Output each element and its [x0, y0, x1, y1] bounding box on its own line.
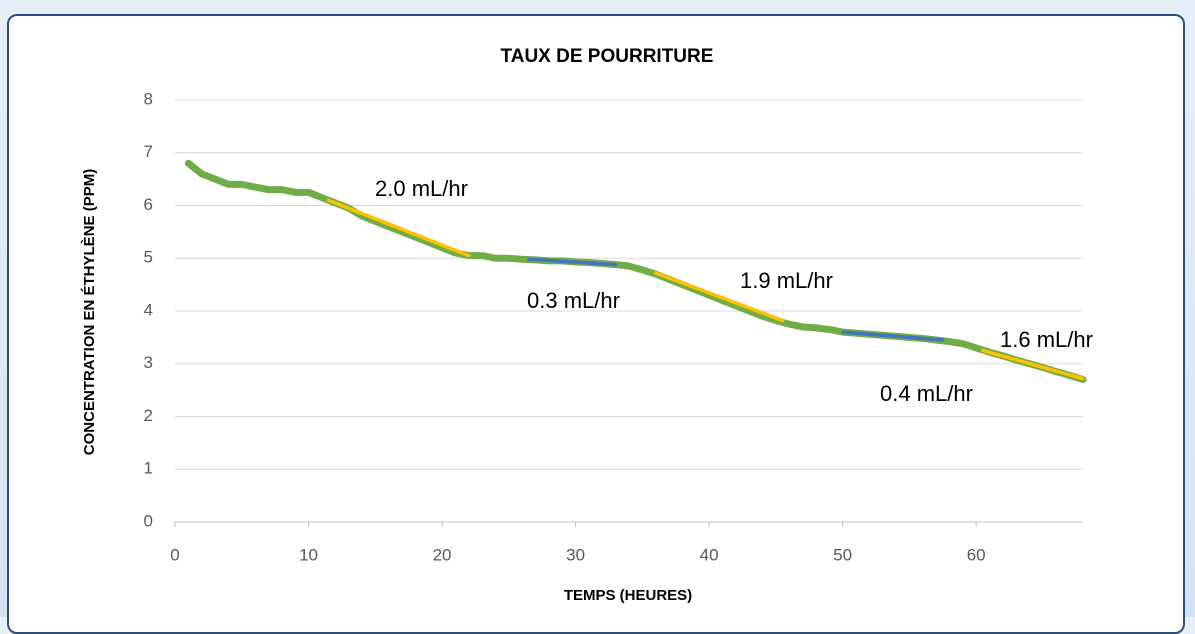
x-tick-label: 60: [967, 545, 986, 564]
y-tick-label: 3: [144, 353, 153, 372]
trend-line: [840, 330, 945, 342]
data-line: [184, 159, 1087, 384]
y-tick-label: 7: [144, 142, 153, 161]
y-tick-label: 1: [144, 459, 153, 478]
rate-annotation: 2.0 mL/hr: [375, 176, 468, 201]
y-tick-label: 8: [144, 89, 153, 108]
trend-line: [653, 271, 785, 323]
x-tick-label: 0: [170, 545, 179, 564]
y-tick-label: 5: [144, 248, 153, 267]
chart: TAUX DE POURRITURE TEMPS (HEURES) CONCEN…: [81, 46, 1093, 604]
rate-annotation: 0.4 mL/hr: [880, 381, 973, 406]
chart-panel: [7, 14, 1185, 634]
trend-line: [527, 257, 618, 267]
y-tick-label: 4: [144, 300, 153, 319]
y-tick-label: 6: [144, 195, 153, 214]
trend-line: [326, 198, 471, 258]
trend-line: [981, 348, 1085, 381]
x-tick-label: 10: [299, 545, 318, 564]
y-tick-label: 0: [144, 511, 153, 530]
y-tick-label: 2: [144, 406, 153, 425]
rate-annotation: 1.6 mL/hr: [1000, 327, 1093, 352]
x-axis-title: TEMPS (HEURES): [564, 587, 692, 604]
x-tick-label: 40: [700, 545, 719, 564]
y-axis-title: CONCENTRATION EN ÉTHYLÈNE (PPM): [81, 169, 98, 455]
chart-title: TAUX DE POURRITURE: [501, 46, 714, 67]
x-tick-label: 50: [833, 545, 852, 564]
rate-annotation: 1.9 mL/hr: [740, 268, 833, 293]
rate-annotation: 0.3 mL/hr: [527, 288, 620, 313]
x-tick-label: 20: [433, 545, 452, 564]
x-tick-label: 30: [566, 545, 585, 564]
